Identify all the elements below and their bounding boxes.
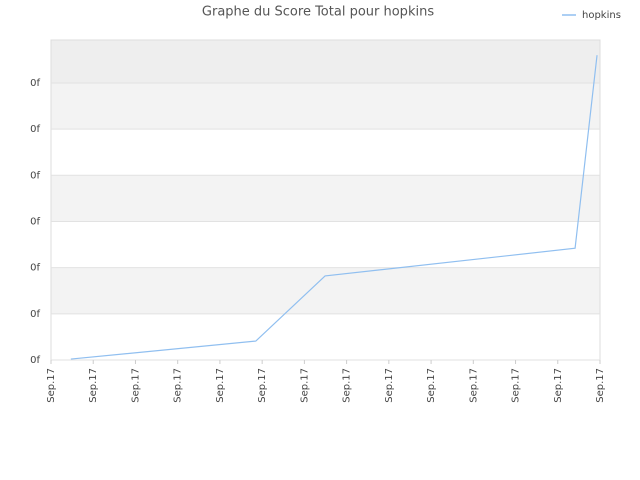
x-tick-label: Sep.17 <box>426 368 437 403</box>
x-tick-label: Sep.17 <box>342 368 353 403</box>
plot-band <box>51 82 600 130</box>
chart-title: Graphe du Score Total pour hopkins <box>202 5 434 20</box>
y-tick-label: 0f <box>30 78 40 89</box>
y-tick-label: 0f <box>30 216 40 227</box>
x-tick-label: Sep.17 <box>46 368 57 403</box>
plot-top-band <box>51 40 600 83</box>
series-line <box>70 55 598 360</box>
x-tick-label: Sep.17 <box>595 368 606 403</box>
x-tick-label: Sep.17 <box>257 368 268 403</box>
y-tick-label: 0f <box>30 309 40 320</box>
x-tick-label: Sep.17 <box>384 368 395 403</box>
y-tick-label: 0f <box>30 170 40 181</box>
x-tick-label: Sep.17 <box>88 368 99 403</box>
plot-band <box>51 267 600 314</box>
y-tick-label: 0f <box>30 124 40 135</box>
x-tick-label: Sep.17 <box>173 368 184 403</box>
x-tick-label: Sep.17 <box>468 368 479 403</box>
x-tick-label: Sep.17 <box>215 368 226 403</box>
y-tick-label: 0f <box>30 263 40 274</box>
x-tick-label: Sep.17 <box>553 368 564 403</box>
x-tick-label: Sep.17 <box>511 368 522 403</box>
x-tick-label: Sep.17 <box>130 368 141 403</box>
legend-label: hopkins <box>582 10 621 21</box>
plot-band <box>51 175 600 222</box>
x-tick-label: Sep.17 <box>299 368 310 403</box>
y-tick-label: 0f <box>30 355 40 366</box>
